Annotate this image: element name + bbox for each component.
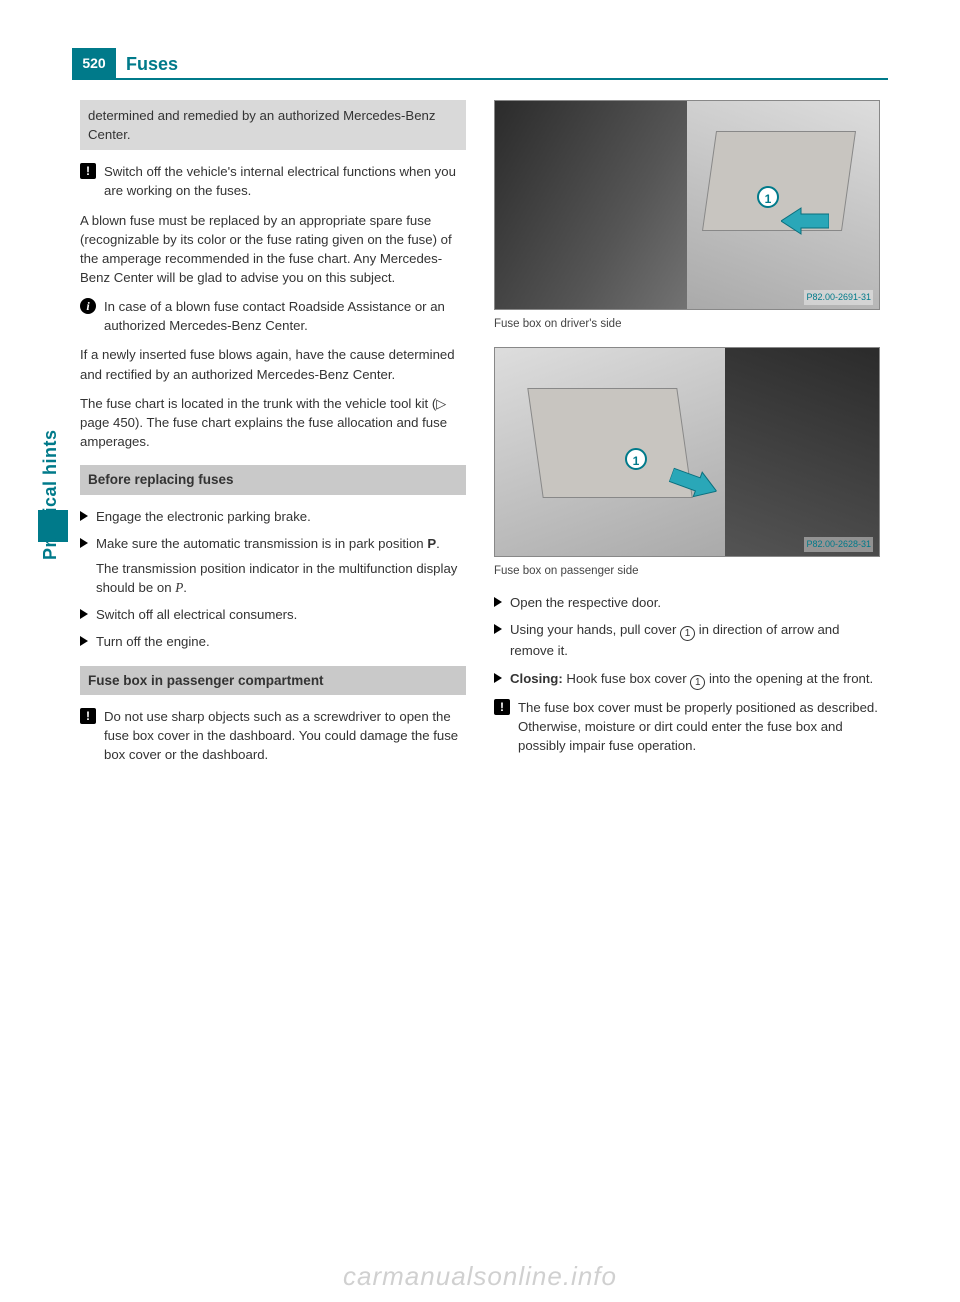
callout-ref-icon: 1 <box>690 675 705 690</box>
paragraph: If a newly inserted fuse blows again, ha… <box>80 345 466 383</box>
figure-caption: Fuse box on driver's side <box>494 316 880 333</box>
text: The transmission position indicator in t… <box>96 561 457 595</box>
text-bold: Closing: <box>510 671 563 686</box>
caution-text: The fuse box cover must be properly posi… <box>518 698 880 755</box>
page-content: 520 Fuses determined and remedied by an … <box>72 48 888 1228</box>
step-text: Turn off the engine. <box>96 632 210 651</box>
callout-1-icon: 1 <box>757 186 779 208</box>
step-text: Using your hands, pull cover 1 in direct… <box>510 620 880 660</box>
step-text: Make sure the automatic transmission is … <box>96 534 466 597</box>
step-text: Open the respective door. <box>510 593 661 612</box>
text: . <box>436 536 440 551</box>
triangle-bullet-icon <box>80 511 88 521</box>
step-text: Switch off all electrical consumers. <box>96 605 297 624</box>
left-column: determined and remedied by an authorized… <box>80 100 466 775</box>
warning-box-continued: determined and remedied by an authorized… <box>80 100 466 150</box>
right-column: 1 1 P82.00-2691-31 Fuse box on driver's … <box>494 100 880 775</box>
arrow-icon <box>781 206 829 236</box>
text: Make sure the automatic transmission is … <box>96 536 427 551</box>
watermark-text: carmanualsonline.info <box>0 1261 960 1292</box>
figure-passenger-side: 1 P82.00-2628-31 <box>494 347 880 557</box>
text: Using your hands, pull cover <box>510 622 680 637</box>
caution-note: ! Switch off the vehicle's internal elec… <box>80 162 466 200</box>
triangle-bullet-icon <box>494 673 502 683</box>
exclamation-icon: ! <box>80 708 96 724</box>
exclamation-icon: ! <box>80 163 96 179</box>
step-item: Switch off all electrical consumers. <box>80 605 466 624</box>
paragraph: The fuse chart is located in the trunk w… <box>80 394 466 451</box>
triangle-bullet-icon <box>494 624 502 634</box>
step-text: Engage the electronic parking brake. <box>96 507 311 526</box>
caution-text: Switch off the vehicle's internal electr… <box>104 162 466 200</box>
paragraph: A blown fuse must be replaced by an appr… <box>80 211 466 288</box>
triangle-bullet-icon <box>80 609 88 619</box>
info-text: In case of a blown fuse contact Roadside… <box>104 297 466 335</box>
caution-note: ! The fuse box cover must be properly po… <box>494 698 880 755</box>
figure-code: P82.00-2628-31 <box>804 537 873 552</box>
gear-position: P <box>427 536 436 551</box>
text: . <box>183 580 187 595</box>
figure-code: P82.00-2691-31 <box>804 290 873 305</box>
figure-caption: Fuse box on passenger side <box>494 563 880 580</box>
step-item: Turn off the engine. <box>80 632 466 651</box>
section-side-label: Practical hints <box>40 429 61 560</box>
step-text: Closing: Hook fuse box cover 1 into the … <box>510 669 873 690</box>
caution-text: Do not use sharp objects such as a screw… <box>104 707 466 764</box>
chapter-title: Fuses <box>116 48 178 78</box>
section-heading: Before replacing fuses <box>80 465 466 495</box>
step-item: Engage the electronic parking brake. <box>80 507 466 526</box>
caution-note: ! Do not use sharp objects such as a scr… <box>80 707 466 764</box>
text: ). The fuse chart explains the fuse allo… <box>80 415 447 449</box>
callout-ref-icon: 1 <box>680 626 695 641</box>
step-item: Make sure the automatic transmission is … <box>80 534 466 597</box>
step-item: Closing: Hook fuse box cover 1 into the … <box>494 669 880 690</box>
page-number: 520 <box>72 48 116 78</box>
text: into the opening at the front. <box>705 671 873 686</box>
info-note: i In case of a blown fuse contact Roadsi… <box>80 297 466 335</box>
text: The fuse chart is located in the trunk w… <box>80 396 436 411</box>
callout-1-icon: 1 <box>625 448 647 470</box>
text: Hook fuse box cover <box>563 671 691 686</box>
triangle-bullet-icon <box>80 538 88 548</box>
figure-driver-side: 1 1 P82.00-2691-31 <box>494 100 880 310</box>
exclamation-icon: ! <box>494 699 510 715</box>
step-item: Using your hands, pull cover 1 in direct… <box>494 620 880 660</box>
section-heading: Fuse box in passenger compartment <box>80 666 466 696</box>
triangle-bullet-icon <box>494 597 502 607</box>
step-item: Open the respective door. <box>494 593 880 612</box>
triangle-bullet-icon <box>80 636 88 646</box>
info-icon: i <box>80 298 96 314</box>
page-header: 520 Fuses <box>72 48 888 80</box>
